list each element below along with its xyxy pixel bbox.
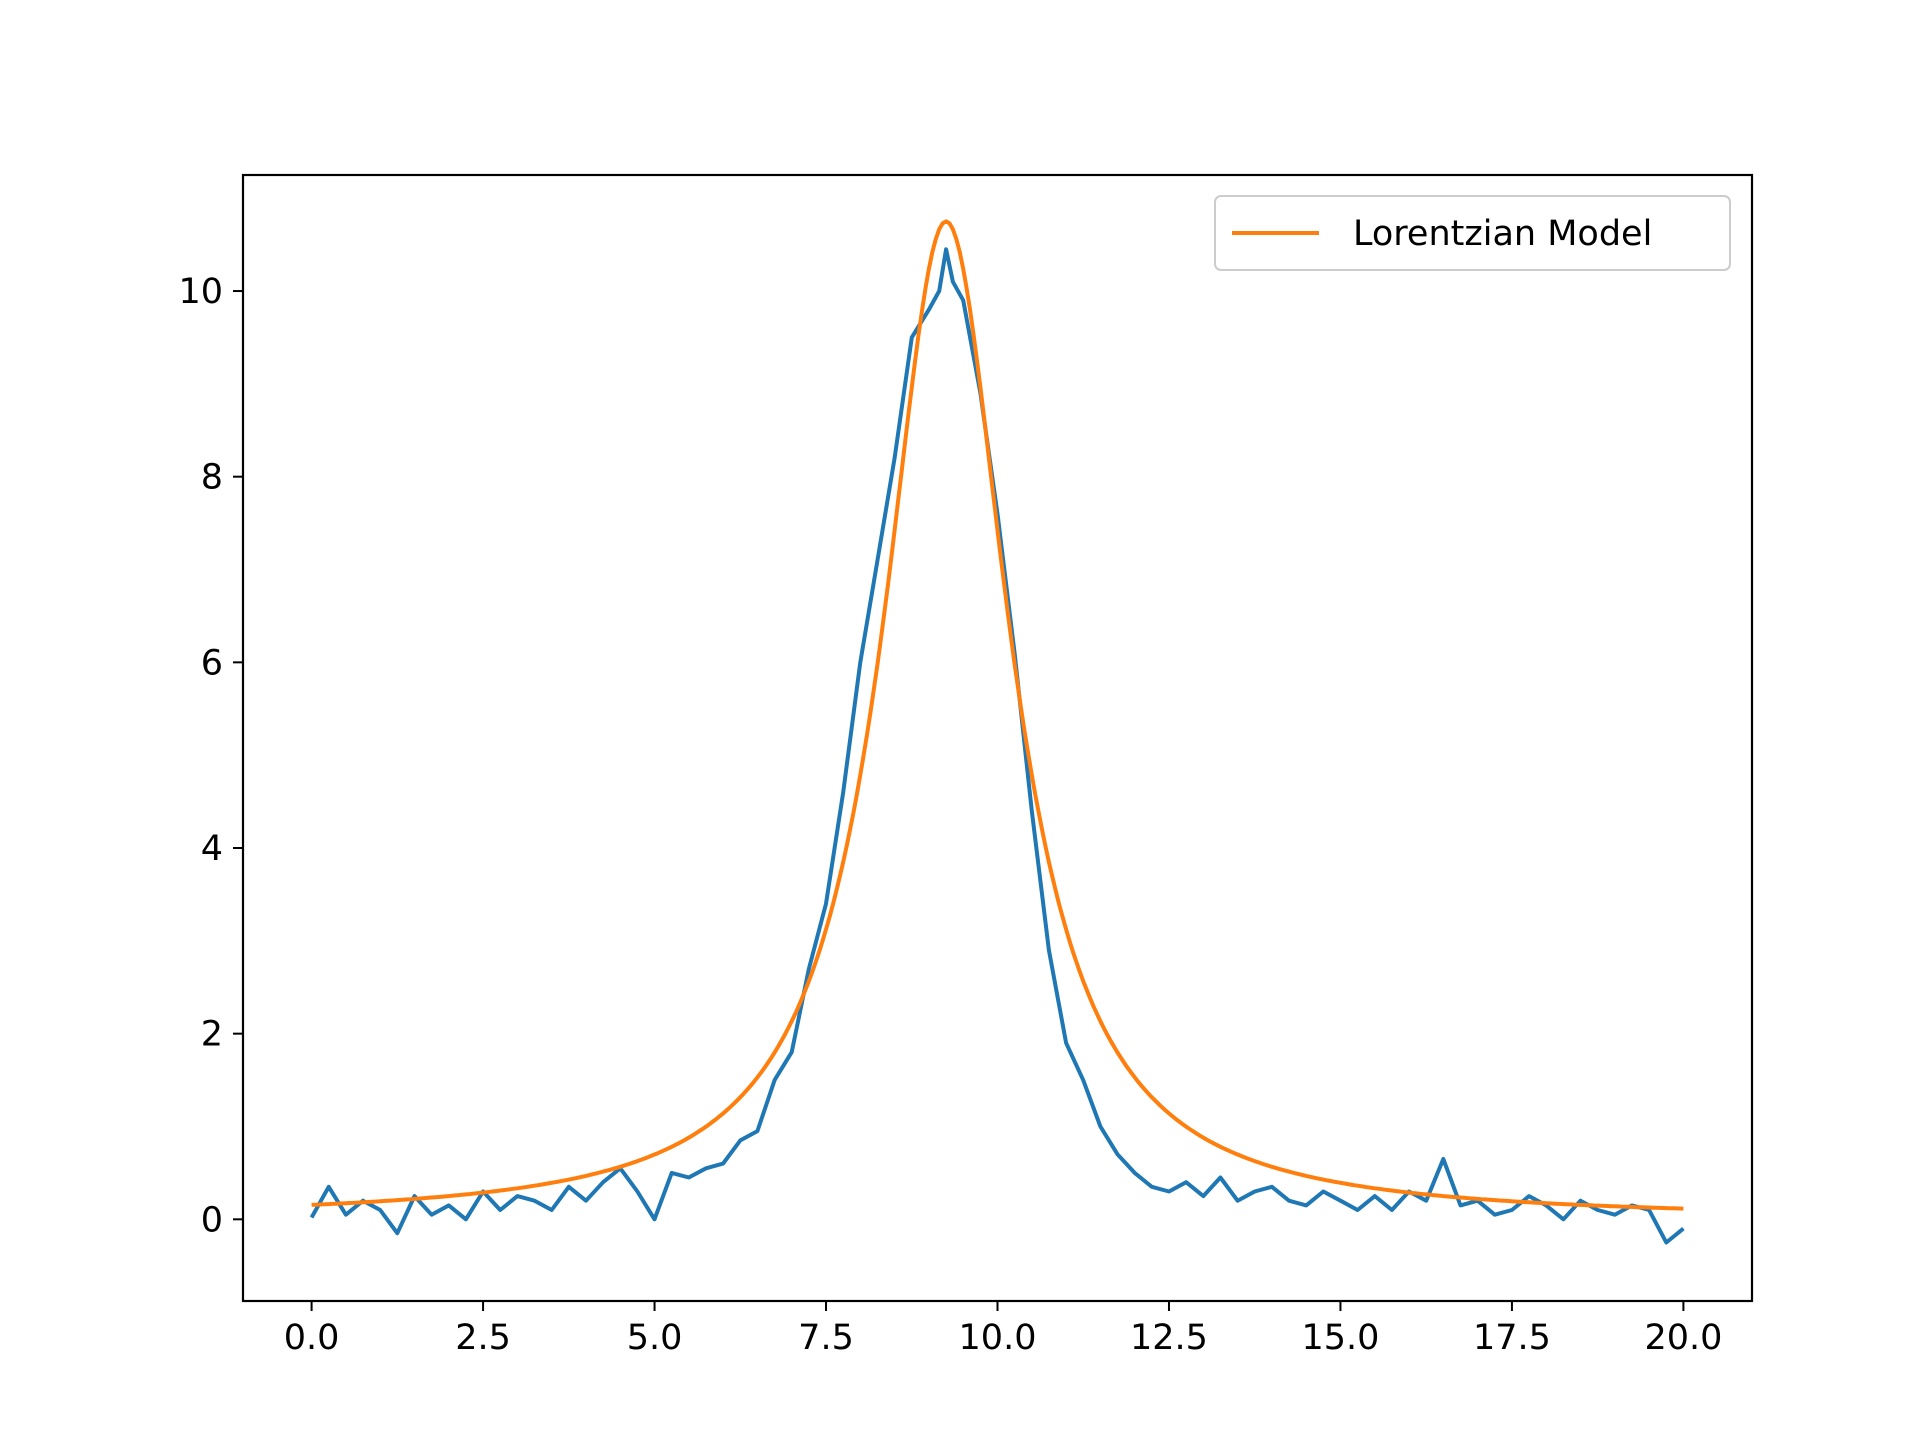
y-tick-label: 10 (178, 272, 223, 312)
x-tick-label: 12.5 (1130, 1318, 1208, 1358)
legend-label-lorentzian: Lorentzian Model (1353, 214, 1652, 254)
y-tick-label: 2 (201, 1015, 223, 1055)
x-tick-label: 0.0 (284, 1318, 340, 1358)
lorentzian-model-line (311, 219, 1684, 1211)
x-tick-label: 7.5 (798, 1318, 854, 1358)
x-tick-label: 5.0 (627, 1318, 683, 1358)
x-tick-label: 17.5 (1473, 1318, 1551, 1358)
x-tick-label: 10.0 (959, 1318, 1037, 1358)
series-layer (309, 219, 1685, 1245)
y-axis: 0 2 4 6 8 10 (178, 272, 243, 1240)
legend: Lorentzian Model (1214, 195, 1731, 271)
x-axis: 0.0 2.5 5.0 7.5 10.0 12.5 15.0 17.5 20.0 (284, 1301, 1722, 1358)
y-tick-label: 4 (201, 829, 223, 869)
x-tick-label: 20.0 (1644, 1318, 1722, 1358)
y-tick-label: 8 (201, 458, 223, 498)
x-tick-label: 2.5 (455, 1318, 511, 1358)
legend-box (1214, 195, 1731, 271)
x-tick-label: 15.0 (1301, 1318, 1379, 1358)
y-tick-label: 0 (201, 1200, 223, 1240)
y-tick-label: 6 (201, 643, 223, 683)
